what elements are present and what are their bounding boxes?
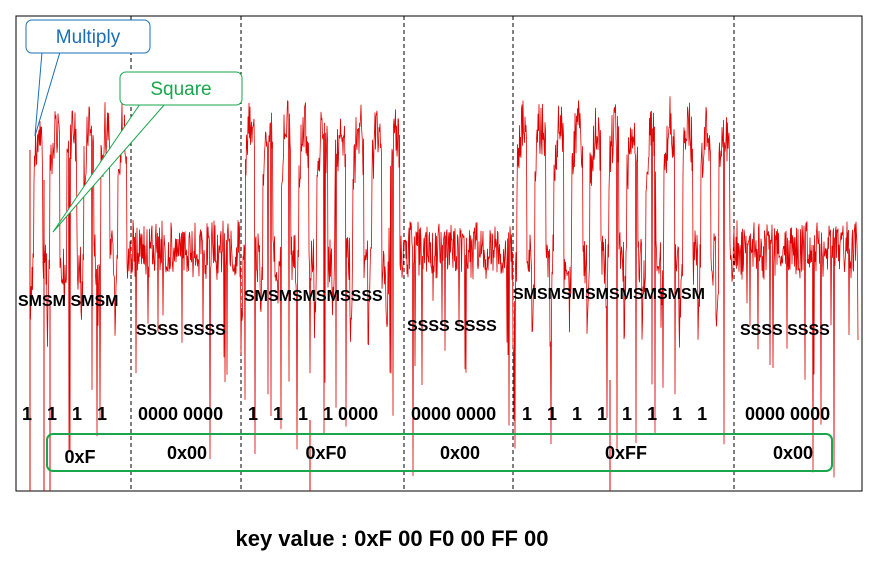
bit-label-1: 1 1 1 1 bbox=[22, 404, 107, 424]
square-callout-pointer bbox=[52, 103, 166, 233]
op-label-2: SSSS SSSS bbox=[136, 322, 226, 339]
hex-value-box bbox=[46, 433, 833, 472]
multiply-callout-box bbox=[25, 19, 151, 54]
bit-label-2: 0000 0000 bbox=[138, 404, 223, 424]
hex-label-5: 0xFF bbox=[605, 443, 647, 463]
bit-label-3: 1 1 1 1 0000 bbox=[248, 404, 378, 424]
op-label-3: SMSMSMSMSSSS bbox=[244, 288, 383, 305]
power-trace-line bbox=[29, 96, 859, 478]
square-callout-label: Square bbox=[150, 79, 211, 100]
square-callout-box bbox=[119, 71, 243, 106]
square-callout: Square bbox=[52, 71, 243, 233]
bit-label-5: 1 1 1 1 1 1 1 1 bbox=[522, 404, 707, 424]
bit-label-4: 0000 0000 bbox=[411, 404, 496, 424]
plot-frame bbox=[15, 15, 863, 492]
key-value-caption: key value : 0xF 00 F0 00 FF 00 bbox=[235, 526, 549, 551]
multiply-callout-pointer bbox=[34, 51, 61, 137]
multiply-callout: Multiply bbox=[25, 19, 151, 137]
hex-label-4: 0x00 bbox=[440, 443, 480, 463]
power-trace bbox=[29, 96, 859, 491]
hex-label-6: 0x00 bbox=[773, 443, 813, 463]
hex-label-3: 0xF0 bbox=[305, 443, 346, 463]
multiply-callout-label: Multiply bbox=[56, 27, 121, 48]
hex-label-2: 0x00 bbox=[167, 443, 207, 463]
op-label-4: SSSS SSSS bbox=[407, 318, 497, 335]
hex-label-1: 0xF bbox=[64, 447, 95, 467]
op-label-5: SMSMSMSMSMSMSMSM bbox=[513, 286, 705, 303]
op-label-6: SSSS SSSS bbox=[740, 322, 830, 339]
op-label-1: SMSM SMSM bbox=[18, 293, 118, 310]
bit-label-6: 0000 0000 bbox=[745, 404, 830, 424]
